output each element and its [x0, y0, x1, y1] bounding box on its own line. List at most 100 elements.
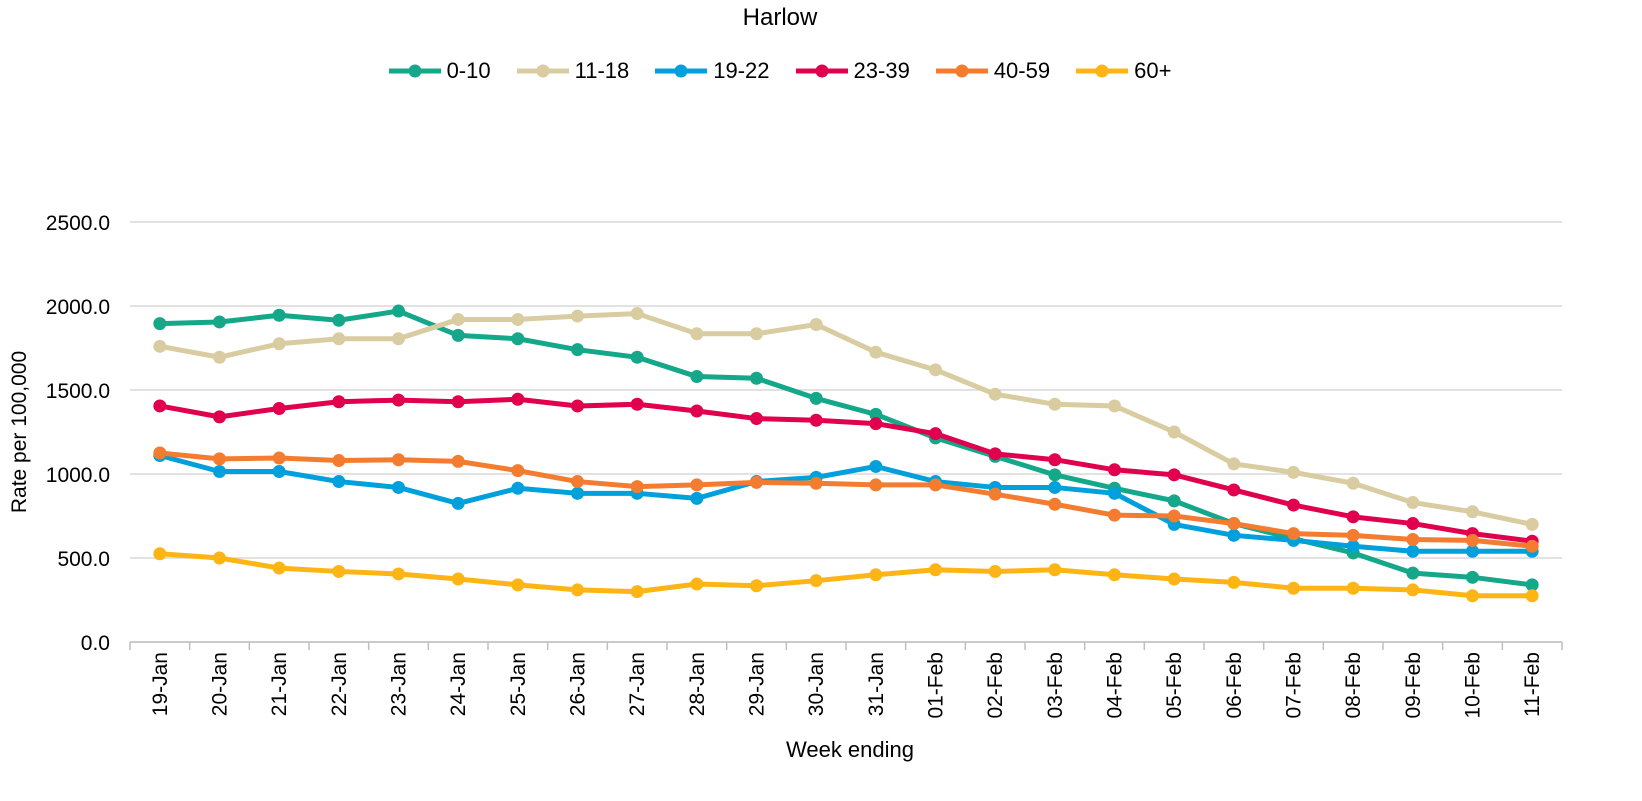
data-point: [690, 491, 704, 505]
data-point: [332, 313, 346, 327]
data-point: [1227, 528, 1241, 542]
x-tick-label: 26-Jan: [567, 652, 590, 716]
data-point: [332, 454, 346, 468]
x-tick-label: 07-Feb: [1283, 652, 1306, 719]
legend-label: 0-10: [446, 58, 491, 83]
data-point: [451, 496, 465, 510]
y-axis-ticks: 0.0 500.0 1000.0 1500.0 2000.0 2500.0: [46, 212, 110, 655]
data-point: [929, 363, 942, 377]
data-point: [571, 475, 584, 489]
data-point: [153, 446, 167, 460]
data-point: [690, 404, 704, 418]
data-point: [988, 487, 1002, 501]
data-point: [630, 397, 644, 411]
data-point: [1167, 572, 1181, 586]
data-point: [332, 564, 346, 578]
legend-label: 19-22: [713, 58, 770, 83]
series-11-18: [153, 307, 1539, 531]
y-tick-label: 0.0: [81, 632, 110, 655]
series-40-59: [153, 446, 1539, 553]
data-point: [1406, 544, 1420, 558]
x-tick-label: 02-Feb: [984, 652, 1007, 719]
x-tick-label: 10-Feb: [1462, 652, 1485, 719]
legend-item: 60+: [1076, 58, 1171, 84]
data-point: [690, 327, 704, 341]
data-point: [272, 451, 286, 465]
y-tick-label: 2500.0: [46, 212, 110, 235]
data-point: [392, 567, 405, 581]
data-point: [451, 454, 465, 468]
data-point: [1346, 539, 1360, 553]
x-tick-label: 30-Jan: [805, 652, 828, 716]
data-point: [750, 327, 763, 341]
data-point: [392, 332, 405, 346]
data-point: [511, 578, 525, 592]
data-point: [1167, 509, 1181, 523]
data-point: [630, 307, 644, 321]
x-tick-label: 22-Jan: [328, 652, 351, 716]
data-point: [929, 478, 942, 492]
x-tick-label: 19-Jan: [149, 652, 172, 716]
x-tick-label: 27-Jan: [626, 652, 649, 716]
data-point: [511, 332, 525, 346]
data-point: [571, 309, 584, 323]
data-point: [1346, 510, 1360, 524]
legend-swatch: [795, 64, 848, 78]
data-point: [1227, 483, 1241, 497]
data-point: [213, 551, 226, 565]
data-point: [571, 343, 584, 357]
series-0-10: [153, 304, 1539, 592]
series-line: [159, 453, 1533, 554]
data-point: [213, 464, 226, 478]
data-point: [153, 317, 167, 331]
data-point: [1048, 480, 1062, 494]
data-point: [1167, 494, 1181, 508]
data-point: [153, 339, 167, 353]
series-line: [159, 396, 1533, 544]
legend-label: 23-39: [853, 58, 910, 83]
legend-label: 11-18: [574, 58, 630, 83]
data-point: [750, 412, 763, 426]
data-point: [1466, 570, 1479, 584]
data-point: [1287, 581, 1300, 595]
legend-swatch: [388, 64, 441, 78]
data-point: [332, 475, 346, 489]
x-tick-label: 23-Jan: [388, 652, 411, 716]
data-point: [451, 328, 465, 342]
y-tick-label: 1500.0: [46, 380, 110, 403]
data-point: [1346, 581, 1360, 595]
data-point: [988, 447, 1002, 461]
data-point: [1346, 476, 1360, 490]
y-tick-label: 2000.0: [46, 296, 110, 319]
x-axis: 19-Jan 20-Jan 21-Jan 22-Jan 23-Jan 24-Jan 25-J…: [129, 641, 1563, 719]
data-point: [332, 395, 346, 409]
data-point: [272, 464, 286, 478]
data-point: [392, 393, 405, 407]
data-point: [1525, 517, 1539, 531]
data-point: [1406, 583, 1420, 597]
legend-swatch: [655, 64, 708, 78]
data-point: [630, 585, 644, 599]
x-tick-label: 01-Feb: [925, 652, 948, 719]
legend-item: 23-39: [795, 58, 910, 84]
series-lines: [153, 304, 1539, 603]
data-point: [690, 370, 704, 384]
data-point: [1525, 578, 1539, 592]
data-point: [1406, 496, 1420, 510]
data-point: [988, 387, 1002, 401]
data-point: [451, 312, 465, 326]
data-point: [1466, 505, 1479, 519]
legend-item: 11-18: [516, 58, 630, 84]
data-point: [1167, 425, 1181, 439]
data-point: [809, 413, 823, 427]
data-point: [1525, 589, 1539, 603]
legend-item: 0-10: [388, 58, 491, 84]
y-axis-label: Rate per 100,000: [8, 350, 31, 514]
data-point: [392, 453, 405, 467]
x-tick-label: 25-Jan: [507, 652, 530, 716]
chart-title: Harlow: [742, 4, 818, 31]
x-tick-label: 24-Jan: [447, 652, 470, 716]
data-point: [1108, 486, 1121, 500]
data-point: [869, 345, 883, 359]
